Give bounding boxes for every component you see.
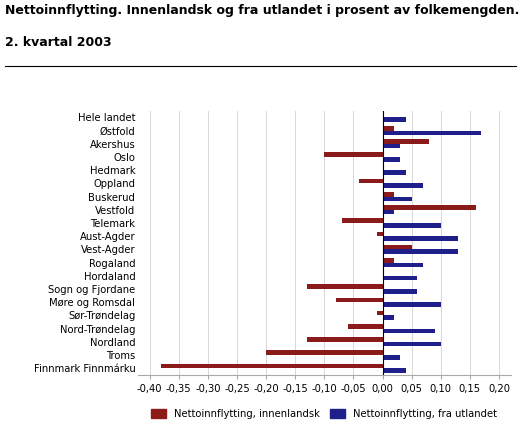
Bar <box>382 249 458 254</box>
Bar <box>382 328 435 333</box>
Bar <box>382 139 429 144</box>
Bar <box>382 262 423 267</box>
Bar <box>324 153 382 157</box>
Bar <box>382 258 394 262</box>
Bar <box>382 289 417 294</box>
Bar <box>307 285 382 289</box>
Legend: Nettoinnflytting, innenlandsk, Nettoinnflytting, fra utlandet: Nettoinnflytting, innenlandsk, Nettoinnf… <box>147 405 501 423</box>
Bar <box>382 170 406 175</box>
Bar <box>382 342 441 346</box>
Bar <box>382 245 412 249</box>
Bar <box>382 192 394 196</box>
Bar <box>382 126 394 130</box>
Bar <box>307 337 382 342</box>
Bar <box>377 232 382 236</box>
Bar <box>382 302 441 307</box>
Bar <box>382 130 481 135</box>
Bar <box>382 236 458 241</box>
Bar <box>266 351 382 355</box>
Bar <box>382 205 476 210</box>
Bar <box>382 157 400 161</box>
Bar <box>382 117 406 122</box>
Bar <box>382 276 417 280</box>
Bar <box>162 364 382 368</box>
Bar <box>382 223 441 227</box>
Bar <box>382 210 394 214</box>
Bar <box>382 183 423 188</box>
Bar <box>359 179 382 183</box>
Bar <box>348 324 382 328</box>
Text: 2. kvartal 2003: 2. kvartal 2003 <box>5 36 112 49</box>
Text: Nettoinnflytting. Innenlandsk og fra utlandet i prosent av folkemengden.: Nettoinnflytting. Innenlandsk og fra utl… <box>5 4 519 17</box>
Bar <box>382 315 394 320</box>
Bar <box>382 355 400 360</box>
Bar <box>382 368 406 373</box>
Bar <box>336 298 382 302</box>
Bar <box>377 311 382 315</box>
Bar <box>342 219 382 223</box>
Bar <box>382 144 400 148</box>
Bar <box>382 196 412 201</box>
